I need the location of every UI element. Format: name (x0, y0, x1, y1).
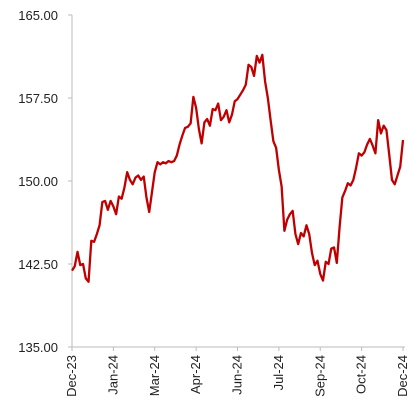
y-tick-label: 157.50 (18, 91, 58, 106)
price-line (71, 53, 405, 283)
x-tick-label: Jul-24 (271, 355, 286, 390)
y-tick-label: 142.50 (18, 257, 58, 272)
x-tick-label: Oct-24 (354, 355, 369, 394)
y-tick-label: 150.00 (18, 174, 58, 189)
x-tick-label: Dec-23 (64, 355, 79, 397)
x-tick-label: Apr-24 (188, 355, 203, 394)
x-tick-label: Dec-24 (395, 355, 410, 397)
y-tick-label: 165.00 (18, 8, 58, 23)
y-tick-label: 135.00 (18, 340, 58, 355)
x-tick-label: Jun-24 (230, 355, 245, 395)
x-tick-label: Jan-24 (105, 355, 120, 395)
x-tick-label: Mar-24 (147, 355, 162, 396)
x-tick-label: Sep-24 (312, 355, 327, 397)
